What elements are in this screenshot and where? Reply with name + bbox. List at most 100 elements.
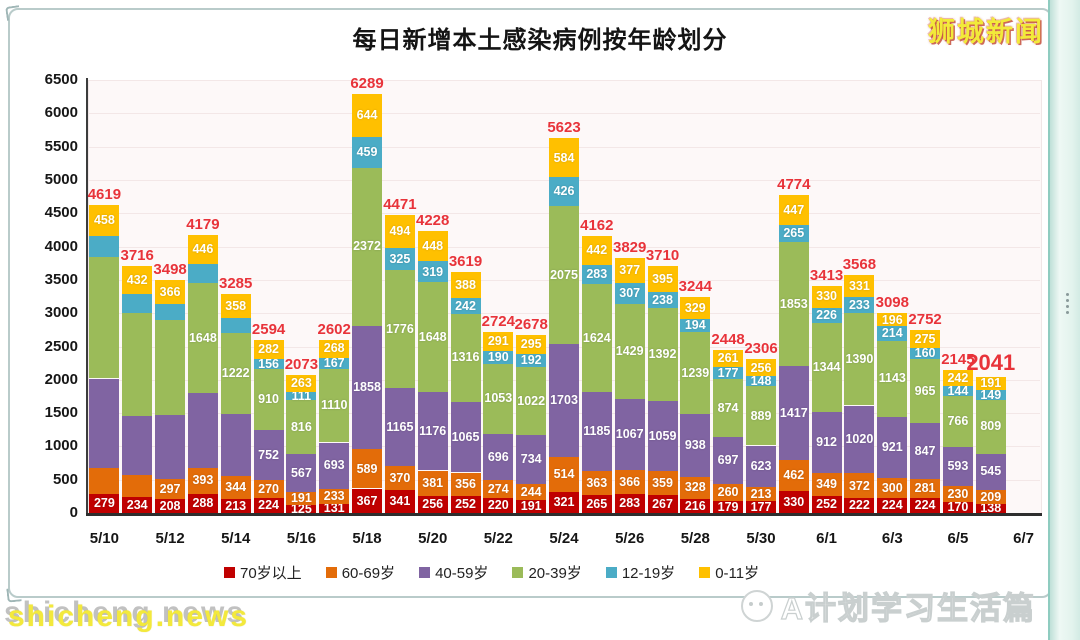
bar-5-29-age-40-59: 697 bbox=[713, 437, 744, 484]
total-label-5-20: 4228 bbox=[416, 212, 450, 230]
bar-6-3-age-60-69: 300 bbox=[877, 478, 908, 499]
x-tick-label-6-5: 6/5 bbox=[947, 530, 969, 547]
bar-5-26-age-12-19: 307 bbox=[614, 283, 645, 304]
bar-5-31-age-20-39: 1853 bbox=[778, 242, 809, 366]
bar-5-28-age-70-plus: 216 bbox=[680, 498, 711, 513]
total-label-5-14: 3285 bbox=[219, 275, 253, 293]
bar-5-13-age-70-plus: 288 bbox=[187, 493, 218, 513]
y-axis-line bbox=[86, 78, 88, 515]
legend-swatch-age-60-69 bbox=[325, 567, 337, 578]
bar-5-12-age-0-11: 366 bbox=[155, 280, 186, 305]
total-label-5-10: 4619 bbox=[87, 186, 122, 204]
bar-5-26-age-60-69: 366 bbox=[614, 469, 645, 495]
total-label-5-29: 2448 bbox=[711, 330, 745, 348]
bar-5-27-age-40-59: 1059 bbox=[647, 400, 678, 472]
bar-6-3-age-20-39: 1143 bbox=[877, 340, 908, 417]
total-label-5-11: 3716 bbox=[120, 246, 154, 264]
total-label-5-30: 2306 bbox=[744, 340, 778, 358]
total-label-5-28: 3244 bbox=[678, 277, 712, 295]
bar-5-19-age-0-11: 494 bbox=[384, 215, 415, 249]
bar-5-15-age-60-69: 270 bbox=[253, 480, 284, 499]
bar-5-26-age-40-59: 1067 bbox=[614, 398, 645, 470]
bar-6-5-age-60-69: 230 bbox=[942, 486, 973, 502]
y-tick-label-0: 0 bbox=[69, 504, 78, 521]
bar-6-2-age-12-19: 233 bbox=[844, 297, 875, 313]
legend-label-age-12-19: 12-19岁 bbox=[621, 565, 676, 582]
bar-5-28-age-20-39: 1239 bbox=[680, 331, 711, 415]
bar-6-2-age-70-plus: 222 bbox=[844, 498, 875, 513]
bar-5-30-age-70-plus: 177 bbox=[746, 501, 776, 513]
bar-5-13-age-12-19 bbox=[187, 264, 218, 284]
bar-5-23-age-70-plus: 191 bbox=[516, 500, 547, 513]
bar-5-23-age-20-39: 1022 bbox=[516, 367, 547, 436]
bar-5-15-age-70-plus: 224 bbox=[253, 498, 284, 513]
bar-6-5-age-12-19: 144 bbox=[942, 385, 973, 397]
total-label-5-13: 4179 bbox=[186, 215, 220, 233]
bar-5-19-age-60-69: 370 bbox=[384, 465, 415, 491]
bar-5-23-age-60-69: 244 bbox=[516, 484, 547, 501]
bar-5-22-age-70-plus: 220 bbox=[483, 498, 514, 513]
bar-6-2-age-0-11: 331 bbox=[844, 275, 875, 298]
bar-5-27-age-60-69: 359 bbox=[647, 471, 678, 496]
bar-5-18-age-60-69: 589 bbox=[352, 449, 382, 489]
bar-5-11-age-60-69 bbox=[122, 475, 153, 498]
bar-5-24-age-70-plus: 321 bbox=[549, 491, 579, 513]
y-tick-label-1000: 1000 bbox=[44, 437, 78, 455]
bar-5-30-age-60-69: 213 bbox=[746, 487, 776, 502]
bar-5-21-age-40-59: 1065 bbox=[450, 401, 481, 473]
bar-5-26-age-70-plus: 283 bbox=[614, 494, 645, 513]
bar-5-30-age-40-59: 623 bbox=[746, 445, 776, 487]
bar-5-20-age-60-69: 381 bbox=[417, 470, 448, 496]
bar-6-2-age-20-39: 1390 bbox=[844, 312, 875, 406]
bar-6-2-age-60-69: 372 bbox=[844, 473, 875, 499]
bar-5-18-age-40-59: 1858 bbox=[352, 325, 382, 450]
x-tick-label-5-18: 5/18 bbox=[352, 530, 382, 547]
x-tick-label-5-30: 5/30 bbox=[746, 530, 776, 547]
y-tick-label-5500: 5500 bbox=[44, 137, 78, 155]
total-label-5-22: 2724 bbox=[481, 312, 515, 330]
bar-5-14-age-40-59 bbox=[220, 414, 251, 476]
bar-5-20-age-0-11: 448 bbox=[417, 231, 448, 262]
x-tick-label-5-10: 5/10 bbox=[89, 530, 119, 547]
bar-5-13-age-20-39: 1648 bbox=[187, 283, 218, 393]
total-label-5-24: 5623 bbox=[547, 119, 581, 137]
bar-5-13-age-0-11: 446 bbox=[187, 234, 218, 265]
bar-6-5-age-0-11: 242 bbox=[942, 370, 973, 387]
bar-6-1-age-60-69: 349 bbox=[811, 473, 842, 497]
bar-5-29-age-20-39: 874 bbox=[713, 379, 744, 438]
drag-grip-handle[interactable] bbox=[1066, 290, 1070, 316]
bar-5-18-age-0-11: 644 bbox=[352, 94, 382, 137]
bar-5-21-age-70-plus: 252 bbox=[450, 496, 481, 513]
y-tick-label-1500: 1500 bbox=[44, 404, 78, 422]
bar-5-27-age-12-19: 238 bbox=[647, 292, 678, 309]
total-label-6-5: 2145 bbox=[941, 351, 975, 369]
bar-5-27-age-0-11: 395 bbox=[647, 265, 678, 293]
bar-5-14-age-0-11: 358 bbox=[220, 294, 251, 318]
x-tick-label-5-24: 5/24 bbox=[549, 530, 579, 547]
bar-5-28-age-12-19: 194 bbox=[680, 318, 711, 332]
x-tick-label-5-16: 5/16 bbox=[286, 530, 316, 547]
bar-5-15-age-12-19: 156 bbox=[253, 358, 284, 370]
total-label-5-23: 2678 bbox=[514, 315, 548, 333]
bar-5-15-age-20-39: 910 bbox=[253, 369, 284, 430]
legend: 70岁以上 60-69岁 40-59岁 20-39岁 12-19岁 0-11岁 bbox=[224, 562, 759, 583]
bar-5-17-age-12-19: 167 bbox=[319, 357, 350, 369]
total-label-5-31: 4774 bbox=[777, 176, 811, 193]
bar-5-20-age-12-19: 319 bbox=[417, 261, 448, 283]
bar-6-6-age-12-19: 149 bbox=[975, 388, 1006, 401]
bar-5-19-age-20-39: 1776 bbox=[384, 269, 415, 388]
y-tick-label-4500: 4500 bbox=[44, 204, 78, 222]
bar-6-1-age-0-11: 330 bbox=[811, 285, 842, 308]
bar-6-1-age-40-59: 912 bbox=[811, 412, 842, 473]
y-tick-label-6500: 6500 bbox=[44, 71, 78, 88]
bar-5-19-age-70-plus: 341 bbox=[384, 490, 415, 513]
bar-5-22-age-0-11: 291 bbox=[483, 331, 514, 351]
bar-5-29-age-12-19: 177 bbox=[713, 367, 744, 380]
total-label-5-19: 4471 bbox=[383, 196, 417, 214]
bar-5-13-age-60-69: 393 bbox=[187, 467, 218, 494]
total-label-5-12: 3498 bbox=[153, 261, 187, 278]
bar-5-22-age-60-69: 274 bbox=[483, 480, 514, 499]
total-label-5-18: 6289 bbox=[350, 75, 384, 93]
bar-5-10-age-12-19 bbox=[89, 235, 120, 257]
total-label-6-2: 3568 bbox=[842, 256, 877, 274]
